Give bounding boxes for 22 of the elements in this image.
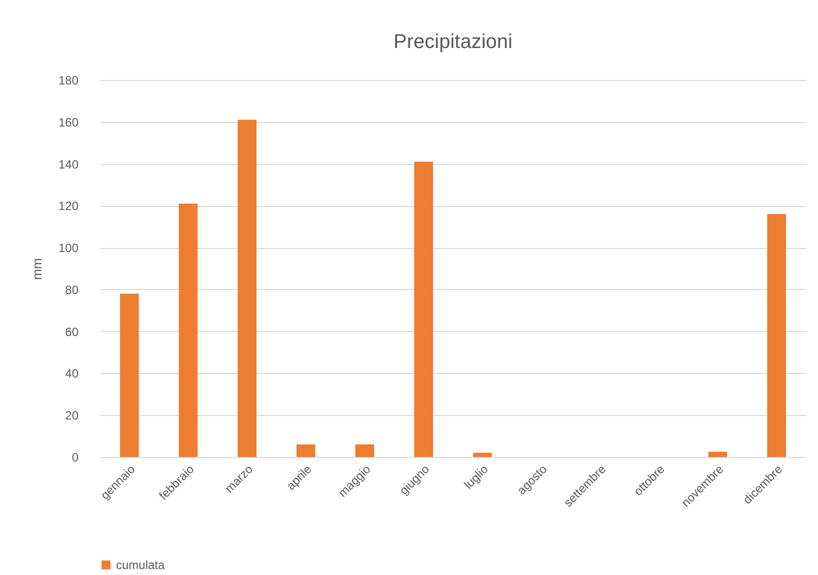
bar	[355, 444, 374, 457]
chart-title: Precipitazioni	[394, 31, 512, 53]
bar	[296, 444, 316, 457]
y-tick-label: 0	[72, 450, 79, 464]
bar	[414, 162, 433, 457]
y-tick-label: 20	[65, 408, 79, 423]
y-tick-label: 40	[65, 366, 79, 381]
y-tick-label: 80	[65, 282, 79, 297]
y-tick-label: 100	[58, 241, 79, 256]
y-tick-label: 180	[58, 74, 79, 88]
y-axis-title: mm	[29, 258, 44, 280]
legend-label: cumulata	[116, 558, 166, 572]
bar	[767, 214, 786, 457]
bar	[238, 120, 256, 457]
bar	[473, 452, 492, 457]
bar	[708, 452, 728, 457]
y-tick-label: 60	[65, 324, 79, 339]
bar	[178, 204, 198, 457]
y-tick-label: 160	[58, 115, 79, 130]
bar	[120, 294, 139, 457]
y-tick-label: 140	[58, 157, 79, 172]
y-tick-label: 120	[58, 199, 79, 214]
